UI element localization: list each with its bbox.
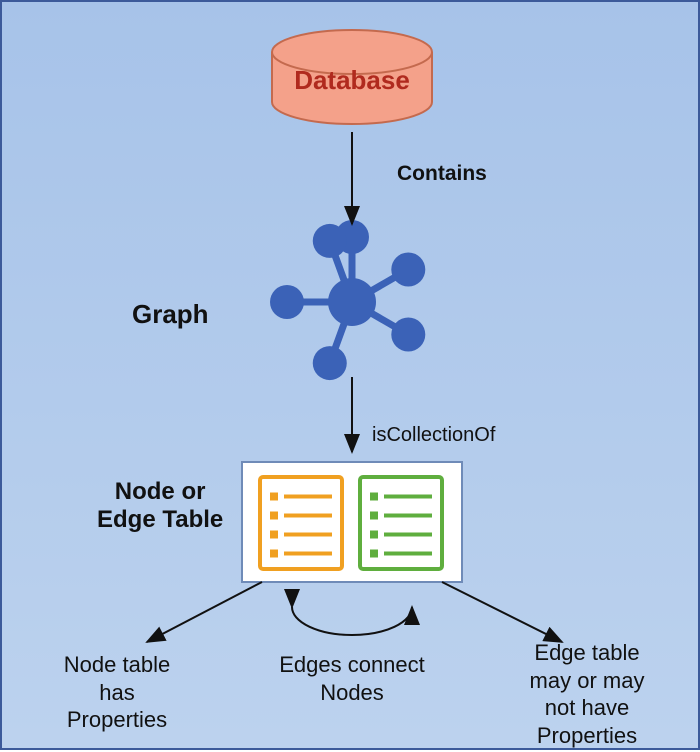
edge-table-icon: [360, 477, 442, 569]
note-right-l1: Edge table: [534, 640, 639, 665]
note-right: Edge table may or may not have Propertie…: [497, 639, 677, 749]
graph-label: Graph: [132, 299, 209, 330]
note-left: Node table has Properties: [27, 651, 207, 734]
note-right-l2: may or may: [530, 668, 645, 693]
note-center-l1: Edges connect: [279, 652, 425, 677]
graph-node: [270, 220, 425, 380]
note-right-l3: not have: [545, 695, 629, 720]
edge-label-iscollectionof: isCollectionOf: [372, 424, 495, 447]
tables-label-line2: Edge Table: [97, 506, 223, 533]
note-left-l1: Node table: [64, 652, 170, 677]
diagram-canvas: Database Graph Node or Edge Table Contai…: [0, 0, 700, 750]
edge-label-contains: Contains: [397, 162, 487, 186]
tables-label: Node or Edge Table: [97, 478, 223, 534]
note-center: Edges connect Nodes: [262, 651, 442, 706]
tables-node: [242, 462, 462, 582]
tables-label-line1: Node or: [115, 478, 206, 505]
note-left-l2: has: [99, 680, 134, 705]
note-center-l2: Nodes: [320, 680, 384, 705]
node-table-icon: [260, 477, 342, 569]
database-label: Database: [282, 65, 422, 96]
note-right-l4: Properties: [537, 723, 637, 748]
note-left-l3: Properties: [67, 707, 167, 732]
